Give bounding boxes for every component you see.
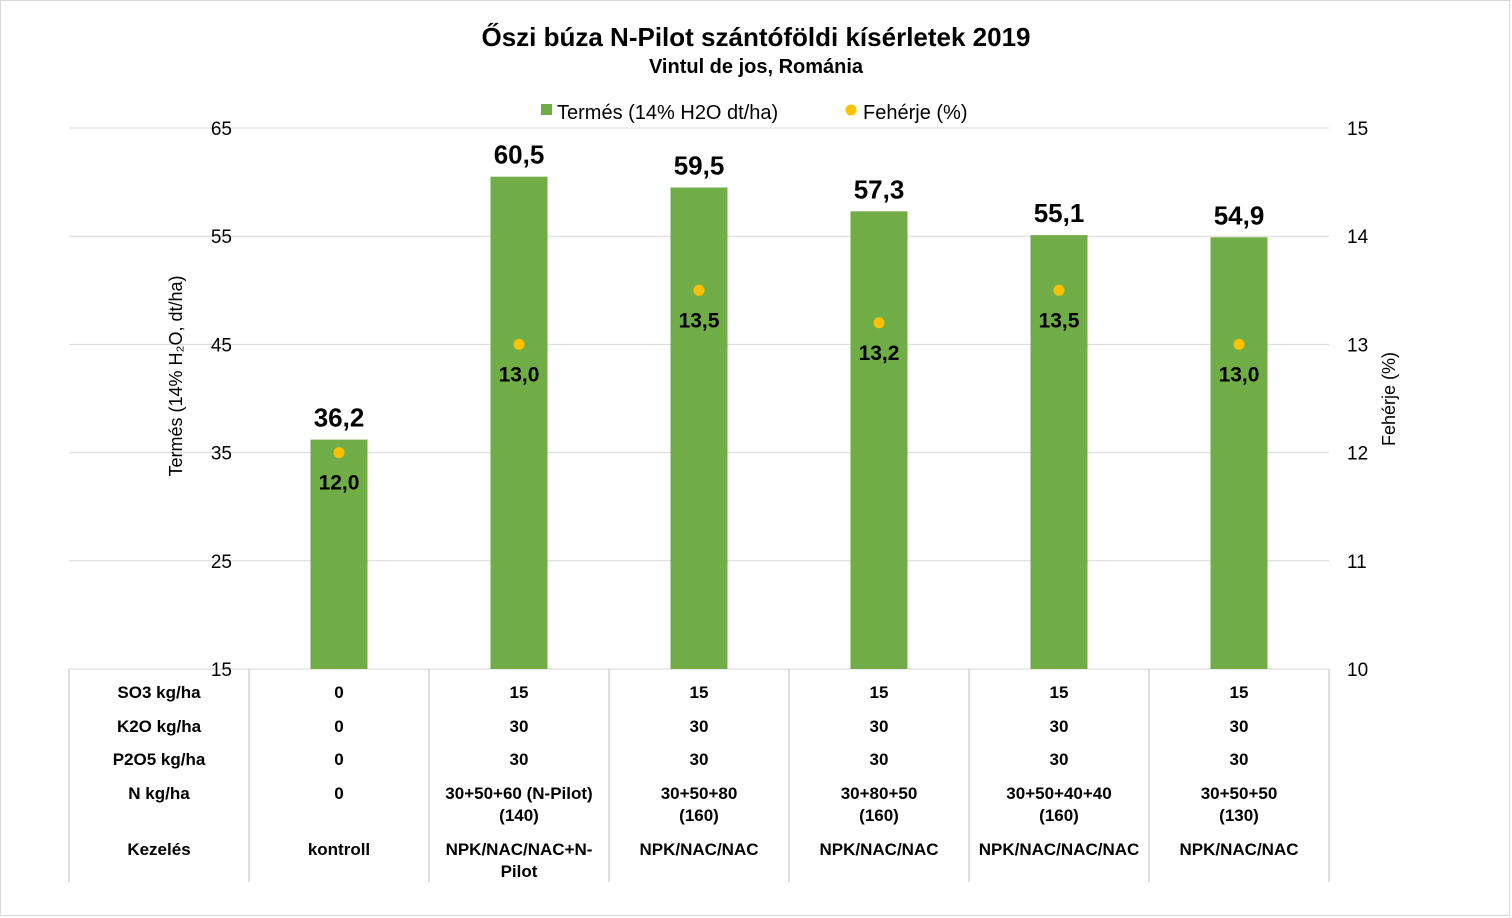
table-row-header: SO3 kg/ha bbox=[117, 683, 201, 702]
table-cell: Pilot bbox=[501, 862, 538, 881]
table-cell: 30+50+50 bbox=[1201, 784, 1278, 803]
table-cell: 30 bbox=[690, 750, 709, 769]
y-tick-label: 25 bbox=[211, 552, 232, 573]
legend-marker-swatch bbox=[845, 104, 857, 116]
bar bbox=[670, 187, 728, 669]
table-row-header: K2O kg/ha bbox=[117, 717, 202, 736]
chart-title: Őszi búza N-Pilot szántóföldi kísérletek… bbox=[481, 22, 1030, 52]
y2-axis-ticks: 15 14 13 12 11 10 bbox=[1347, 119, 1369, 681]
table-cell: 30 bbox=[1050, 717, 1069, 736]
table-cell: 0 bbox=[334, 784, 343, 803]
protein-point bbox=[1053, 284, 1065, 296]
protein-value-label: 12,0 bbox=[319, 472, 360, 495]
table-cell: 30 bbox=[1230, 750, 1249, 769]
y-tick-label: 15 bbox=[211, 660, 232, 681]
table-cell: NPK/NAC/NAC/NAC bbox=[979, 840, 1140, 859]
table-cell: 15 bbox=[1230, 683, 1249, 702]
bar-value-label: 57,3 bbox=[854, 174, 905, 204]
y2-tick-label: 10 bbox=[1347, 660, 1368, 681]
table-cell: 0 bbox=[334, 683, 343, 702]
bar bbox=[310, 439, 368, 669]
y2-tick-label: 14 bbox=[1347, 227, 1369, 248]
bar bbox=[850, 211, 908, 669]
table-cell: NPK/NAC/NAC bbox=[820, 840, 939, 859]
table-cell: 15 bbox=[870, 683, 889, 702]
table-cell: 15 bbox=[690, 683, 709, 702]
table-row-header: Kezelés bbox=[127, 840, 190, 859]
y2-tick-label: 12 bbox=[1347, 444, 1368, 465]
table-cell: 30 bbox=[690, 717, 709, 736]
table-row-header: N kg/ha bbox=[128, 784, 190, 803]
table-cell: 30 bbox=[1230, 717, 1249, 736]
y2-axis-title: Fehérje (%) bbox=[1379, 352, 1399, 446]
y-tick-label: 65 bbox=[211, 119, 232, 140]
table-cell: 30 bbox=[870, 750, 889, 769]
protein-points: 12,0 13,0 13,5 13,2 13,5 13,0 bbox=[319, 284, 1260, 495]
table-cell: 0 bbox=[334, 750, 343, 769]
table-cell: 0 bbox=[334, 717, 343, 736]
data-table: SO3 kg/ha 0 15 15 15 15 15 K2O kg/ha 0 30 30 30 30 30… bbox=[68, 669, 1330, 882]
protein-point bbox=[333, 447, 345, 459]
table-cell: NPK/NAC/NAC bbox=[1180, 840, 1299, 859]
protein-value-label: 13,2 bbox=[859, 342, 900, 365]
table-cell: (160) bbox=[859, 806, 899, 825]
table-cell: 30 bbox=[510, 717, 529, 736]
table-cell: 30+50+60 (N-Pilot) bbox=[445, 784, 592, 803]
y2-tick-label: 13 bbox=[1347, 335, 1368, 356]
bar-value-label: 54,9 bbox=[1214, 200, 1265, 230]
protein-point bbox=[693, 284, 705, 296]
table-cell: 15 bbox=[510, 683, 529, 702]
protein-value-label: 13,5 bbox=[1039, 309, 1080, 332]
table-cell: (160) bbox=[679, 806, 719, 825]
y-tick-label: 55 bbox=[211, 227, 232, 248]
protein-value-label: 13,0 bbox=[499, 363, 540, 386]
table-cell: NPK/NAC/NAC+N- bbox=[446, 840, 593, 859]
table-cell: 30+50+80 bbox=[661, 784, 738, 803]
y2-tick-label: 15 bbox=[1347, 119, 1368, 140]
bar-value-label: 55,1 bbox=[1034, 198, 1085, 228]
table-cell: (160) bbox=[1039, 806, 1079, 825]
bar-value-label: 60,5 bbox=[494, 140, 545, 170]
table-cell: (130) bbox=[1219, 806, 1259, 825]
bars: 36,2 60,5 59,5 57,3 55,1 54,9 bbox=[310, 140, 1268, 670]
table-cell: kontroll bbox=[308, 840, 370, 859]
bar bbox=[1210, 237, 1268, 670]
protein-point bbox=[1233, 338, 1245, 350]
y-tick-label: 45 bbox=[211, 335, 232, 356]
table-cell: 30 bbox=[870, 717, 889, 736]
protein-point bbox=[873, 317, 885, 329]
table-cell: 30+80+50 bbox=[841, 784, 918, 803]
y-axis-title: Termés (14% H₂O, dt/ha) bbox=[166, 275, 186, 476]
chart-subtitle: Vintul de jos, Románia bbox=[649, 56, 864, 78]
y2-tick-label: 11 bbox=[1347, 552, 1367, 573]
table-cell: NPK/NAC/NAC bbox=[640, 840, 759, 859]
bar bbox=[1030, 235, 1088, 670]
table-cell: 30 bbox=[510, 750, 529, 769]
legend-bar-label: Termés (14% H2O dt/ha) bbox=[557, 102, 778, 124]
legend-marker-label: Fehérje (%) bbox=[863, 102, 967, 124]
table-cell: 30 bbox=[1050, 750, 1069, 769]
bar bbox=[490, 176, 548, 669]
table-row-header: P2O5 kg/ha bbox=[113, 750, 206, 769]
protein-value-label: 13,0 bbox=[1219, 363, 1260, 386]
protein-point bbox=[513, 338, 525, 350]
legend: Termés (14% H2O dt/ha) Fehérje (%) bbox=[541, 102, 967, 124]
table-cell: 30+50+40+40 bbox=[1006, 784, 1111, 803]
bar-value-label: 59,5 bbox=[674, 151, 725, 181]
y-tick-label: 35 bbox=[211, 444, 232, 465]
bar-value-label: 36,2 bbox=[314, 403, 365, 433]
table-cell: (140) bbox=[499, 806, 539, 825]
legend-bar-swatch bbox=[541, 104, 552, 115]
y-axis-ticks: 65 55 45 35 25 15 bbox=[211, 119, 232, 681]
table-cell: 15 bbox=[1050, 683, 1069, 702]
protein-value-label: 13,5 bbox=[679, 309, 720, 332]
